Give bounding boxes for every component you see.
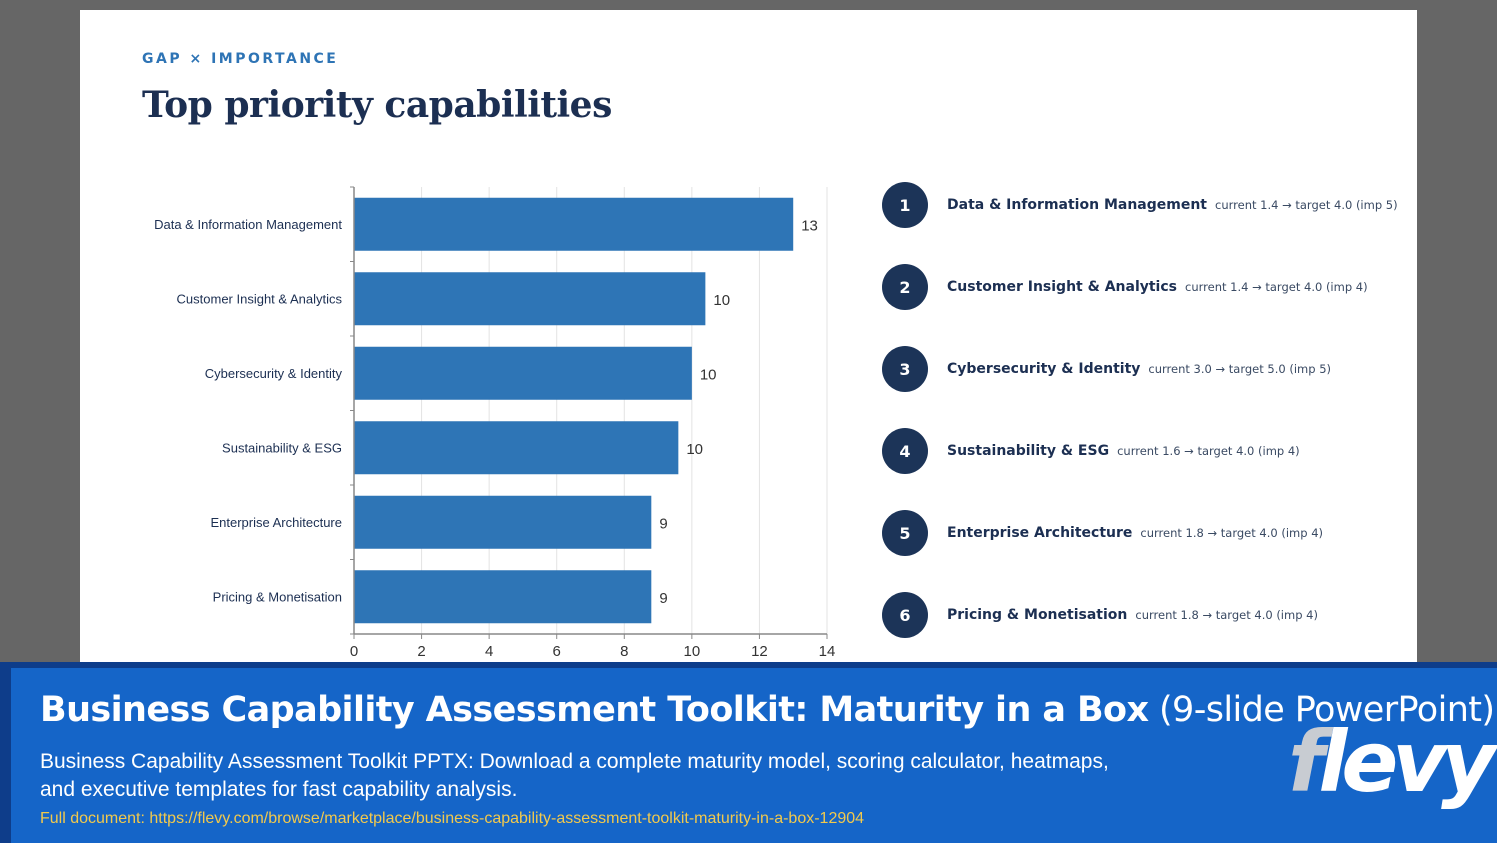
flevy-logo[interactable]: flevy: [1288, 720, 1496, 804]
slide: GAP × IMPORTANCE Top priority capabiliti…: [80, 10, 1417, 670]
x-tick-label-6: 12: [751, 643, 768, 660]
rank-capability-detail: current 1.8 → target 4.0 (imp 4): [1140, 526, 1323, 540]
rank-capability-name: Cybersecurity & Identity: [947, 361, 1141, 377]
data-label-3: 10: [686, 441, 703, 458]
category-label-3: Sustainability & ESG: [222, 440, 342, 455]
data-label-1: 10: [713, 292, 730, 309]
rank-item: 5 Enterprise Architecture current 1.8 → ta…: [882, 510, 1402, 556]
data-label-0: 13: [801, 217, 818, 234]
rank-capability-detail: current 1.4 → target 4.0 (imp 5): [1215, 198, 1398, 212]
rank-item: 4 Sustainability & ESG current 1.6 → targe…: [882, 428, 1402, 474]
x-tick-label-3: 6: [553, 643, 561, 660]
slide-eyebrow: GAP × IMPORTANCE: [142, 51, 339, 67]
data-label-2: 10: [700, 366, 717, 383]
x-tick-label-1: 2: [417, 643, 425, 660]
logo-f: f: [1288, 713, 1324, 811]
rank-number-badge: 3: [882, 346, 928, 392]
rank-item: 6 Pricing & Monetisation current 1.8 → tar…: [882, 592, 1402, 638]
document-link[interactable]: Full document: https://flevy.com/browse/…: [40, 810, 865, 827]
rank-capability-name: Pricing & Monetisation: [947, 607, 1128, 623]
bar-0: [354, 197, 794, 251]
logo-rest: levy: [1318, 713, 1496, 811]
bar-3: [354, 421, 679, 475]
bar-chart: 13 Data & Information Management 10 Custome…: [154, 186, 836, 660]
banner-title-suffix: (9-slide PowerPoint): [1159, 690, 1495, 730]
bar-1: [354, 272, 706, 326]
x-tick-label-4: 8: [620, 643, 628, 660]
bar-2: [354, 346, 692, 400]
rank-item: 2 Customer Insight & Analytics current 1.4…: [882, 264, 1402, 310]
banner-description: Business Capability Assessment Toolkit P…: [40, 750, 1109, 801]
data-label-5: 9: [659, 590, 667, 607]
category-label-0: Data & Information Management: [154, 217, 342, 232]
bar-5: [354, 570, 652, 624]
rank-number-badge: 1: [882, 182, 928, 228]
promo-banner: Business Capability Assessment Toolkit: …: [0, 662, 1497, 843]
rank-number-badge: 5: [882, 510, 928, 556]
bar-4: [354, 495, 652, 549]
rank-number-badge: 4: [882, 428, 928, 474]
rank-item: 3 Cybersecurity & Identity current 3.0 → t…: [882, 346, 1402, 392]
x-tick-label-5: 10: [684, 643, 701, 660]
x-tick-label-0: 0: [350, 643, 358, 660]
rank-capability-detail: current 1.6 → target 4.0 (imp 4): [1117, 444, 1300, 458]
x-tick-label-7: 14: [819, 643, 836, 660]
rank-number-badge: 6: [882, 592, 928, 638]
banner-title-main: Business Capability Assessment Toolkit: …: [40, 690, 1149, 730]
rank-capability-detail: current 1.8 → target 4.0 (imp 4): [1135, 608, 1318, 622]
category-label-1: Customer Insight & Analytics: [177, 291, 343, 306]
x-tick-label-2: 4: [485, 643, 493, 660]
promo-banner-panel: Business Capability Assessment Toolkit: …: [11, 668, 1497, 843]
rank-number-badge: 2: [882, 264, 928, 310]
banner-title: Business Capability Assessment Toolkit: …: [40, 690, 1495, 730]
rank-capability-name: Enterprise Architecture: [947, 525, 1133, 541]
category-label-5: Pricing & Monetisation: [213, 589, 342, 604]
slide-title: Top priority capabilities: [142, 84, 612, 126]
rank-capability-name: Sustainability & ESG: [947, 443, 1110, 459]
data-label-4: 9: [659, 515, 667, 532]
rank-capability-detail: current 1.4 → target 4.0 (imp 4): [1185, 280, 1368, 294]
category-label-2: Cybersecurity & Identity: [205, 366, 343, 381]
rank-capability-name: Data & Information Management: [947, 197, 1207, 213]
rank-capability-name: Customer Insight & Analytics: [947, 279, 1177, 295]
category-label-4: Enterprise Architecture: [210, 515, 342, 530]
rank-capability-detail: current 3.0 → target 5.0 (imp 5): [1148, 362, 1331, 376]
rank-item: 1 Data & Information Management current 1.…: [882, 182, 1402, 228]
